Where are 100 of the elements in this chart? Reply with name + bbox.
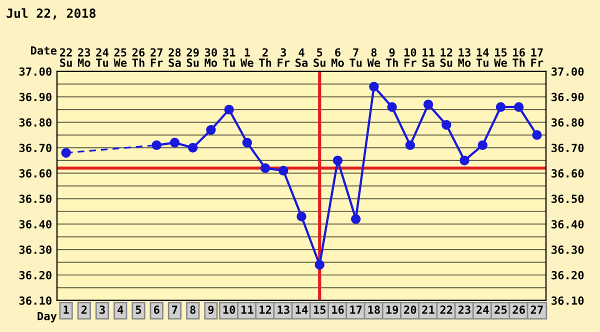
text: 16 Th — [512, 48, 525, 67]
point — [242, 138, 252, 148]
y-tick-label: 36.20 — [19, 270, 52, 280]
y2-tick-label: 36.90 — [552, 92, 584, 102]
x-tick-label: 21 — [422, 306, 434, 314]
x-tick-label: 15 — [314, 306, 326, 314]
text: 6 Mo — [332, 48, 344, 67]
text: 27 Fr — [150, 48, 163, 67]
y-tick-label: 36.10 — [19, 296, 52, 305]
y-tick-label: 37.00 — [19, 67, 52, 76]
x-tick-label: 7 — [172, 306, 178, 314]
x-tick-label: 6 — [154, 306, 160, 314]
text: 5 Su — [314, 48, 326, 67]
x-tick-label: 26 — [512, 306, 525, 314]
text: 26 Th — [132, 48, 145, 67]
text: 22 Su — [60, 48, 72, 67]
x2-axis-title: Date — [30, 46, 57, 55]
point — [423, 100, 434, 110]
y2-tick-label: 37.00 — [552, 67, 584, 76]
x-tick-label: 23 — [458, 306, 470, 314]
text: 10 Fr — [404, 48, 416, 67]
text: 17 Fr — [531, 48, 544, 67]
x-tick-label: 3 — [100, 306, 105, 314]
x-tick-label: 14 — [296, 306, 308, 314]
x-axis-title: Day — [38, 312, 57, 322]
y2-tick-label: 36.80 — [552, 118, 584, 127]
chart-title: Jul 22, 2018 — [6, 8, 96, 20]
point — [460, 156, 470, 166]
x-tick-label: 4 — [118, 306, 124, 314]
text: 2 Th — [259, 48, 272, 67]
y2-tick-label: 36.40 — [552, 220, 584, 228]
x-tick-label: 12 — [260, 306, 272, 314]
y-tick-label: 36.80 — [19, 118, 52, 127]
text: 25 We — [114, 48, 127, 67]
point — [314, 260, 324, 270]
x-tick-label: 20 — [404, 306, 416, 314]
text: 7 Tu — [350, 48, 362, 67]
y-tick-label: 36.50 — [19, 194, 52, 204]
point — [442, 120, 452, 130]
x-tick-label: 24 — [476, 306, 489, 314]
y2-tick-label: 36.60 — [552, 169, 584, 178]
text: 11 Sa — [422, 48, 434, 67]
point — [296, 212, 306, 222]
text: 13 Mo — [458, 48, 471, 67]
y-tick-label: 36.90 — [19, 92, 52, 102]
point — [350, 214, 361, 224]
point — [278, 166, 288, 176]
text: 24 Tu — [96, 48, 108, 67]
text: 12 Su — [440, 48, 452, 67]
point — [61, 148, 71, 158]
point — [224, 104, 234, 114]
text: 28 Sa — [168, 48, 181, 67]
text: 8 We — [367, 48, 380, 67]
x-tick-label: 16 — [332, 306, 344, 314]
point — [260, 163, 270, 173]
y-tick-label: 36.70 — [19, 144, 52, 152]
point — [369, 82, 379, 92]
point — [206, 125, 216, 135]
text: 9 Th — [386, 48, 398, 67]
x-tick-label: 27 — [530, 306, 543, 314]
text: 30 Mo — [204, 48, 218, 67]
y2-tick-label: 36.10 — [552, 296, 584, 305]
y2-tick-label: 36.70 — [552, 144, 584, 152]
x-tick-label: 18 — [368, 306, 380, 314]
point — [387, 102, 397, 112]
x-tick-label: 11 — [242, 306, 254, 314]
point — [332, 156, 343, 166]
x-tick-label: 22 — [440, 306, 452, 314]
x-tick-label: 25 — [494, 306, 507, 314]
text: 31 Tu — [222, 48, 236, 67]
text: 29 Su — [186, 48, 199, 67]
y2-tick-label: 36.20 — [552, 270, 584, 280]
x-tick-label: 19 — [386, 306, 398, 314]
text: 14 Tu — [476, 48, 489, 67]
y-tick-label: 36.40 — [19, 220, 52, 228]
y2-tick-label: 36.30 — [552, 246, 584, 254]
x-tick-label: 8 — [190, 306, 196, 314]
point — [188, 142, 198, 153]
point — [405, 140, 416, 150]
x-tick-label: 1 — [64, 306, 69, 314]
point — [532, 130, 542, 140]
text: 1 We — [240, 48, 254, 67]
x-tick-label: 10 — [223, 306, 236, 314]
x-tick-label: 5 — [136, 306, 142, 314]
x-tick-label: 13 — [278, 306, 290, 314]
point — [478, 140, 488, 150]
text: 3 Fr — [278, 48, 290, 67]
point — [170, 138, 180, 148]
point — [514, 102, 524, 112]
point — [496, 102, 506, 112]
y-tick-label: 36.30 — [19, 246, 52, 254]
point — [152, 140, 162, 150]
x-tick-label: 2 — [81, 306, 87, 314]
x-tick-label: 17 — [350, 306, 362, 314]
x-tick-label: 9 — [208, 306, 214, 314]
text: 4 Sa — [296, 48, 308, 67]
y2-tick-label: 36.50 — [552, 194, 584, 204]
text: 23 Mo — [78, 48, 90, 67]
y-tick-label: 36.60 — [19, 169, 52, 178]
text: 15 We — [494, 48, 507, 67]
